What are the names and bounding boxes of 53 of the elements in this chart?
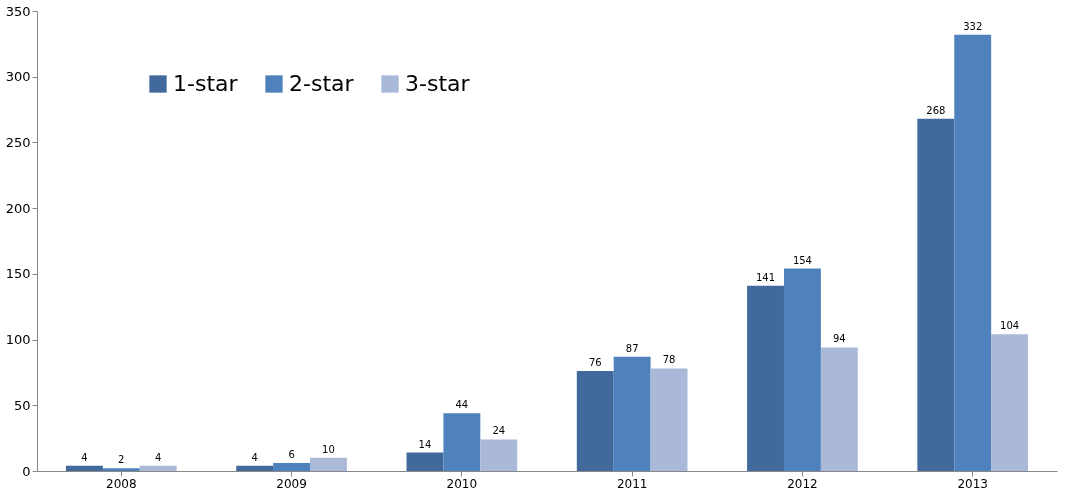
bar [991, 334, 1029, 471]
bar [650, 368, 688, 471]
y-tick-label: 200 [5, 200, 31, 216]
data-label: 78 [662, 354, 676, 366]
y-tick-label: 350 [5, 3, 31, 19]
bar [273, 463, 311, 471]
x-tick-label: 2013 [957, 476, 988, 491]
x-tick-label: 2010 [446, 476, 478, 491]
bar [102, 468, 140, 471]
bar [406, 452, 444, 471]
bar [480, 439, 518, 471]
y-tick-label: 300 [5, 69, 31, 85]
bar [65, 465, 103, 471]
legend-label: 1-star [173, 71, 239, 96]
data-label: 141 [755, 271, 776, 283]
bar [820, 347, 858, 471]
bar [917, 118, 955, 471]
bar [954, 34, 992, 471]
data-label: 268 [926, 104, 946, 116]
x-tick-label: 2008 [106, 476, 137, 491]
data-label: 4 [81, 451, 88, 463]
data-label: 14 [418, 438, 432, 450]
x-tick-label: 2012 [787, 476, 818, 491]
data-label: 10 [322, 443, 335, 455]
data-label: 104 [1000, 320, 1020, 332]
data-label: 87 [625, 342, 639, 354]
bar [139, 465, 177, 471]
data-label: 24 [492, 425, 506, 437]
bar [783, 268, 821, 471]
y-tick-label: 50 [13, 397, 31, 413]
data-label: 4 [155, 451, 162, 463]
data-label: 94 [832, 333, 846, 345]
data-label: 332 [963, 20, 983, 32]
data-label: 44 [455, 399, 469, 411]
y-tick-label: 0 [22, 463, 31, 479]
bar [310, 457, 347, 471]
legend-label: 2-star [289, 71, 355, 96]
data-label: 76 [588, 357, 602, 369]
y-tick-label: 250 [5, 134, 31, 150]
bar [443, 413, 481, 471]
bar [747, 285, 784, 471]
bar [613, 356, 651, 471]
y-tick-label: 150 [5, 266, 31, 282]
x-tick-label: 2011 [616, 476, 648, 491]
data-label: 2 [118, 454, 125, 466]
data-label: 4 [251, 451, 258, 463]
data-label: 6 [288, 449, 295, 461]
x-tick-label: 2009 [276, 476, 307, 491]
legend-label: 3-star [405, 71, 471, 96]
bar [236, 465, 274, 471]
y-tick-label: 100 [5, 332, 31, 348]
bar [576, 371, 614, 471]
data-label: 154 [792, 254, 812, 266]
